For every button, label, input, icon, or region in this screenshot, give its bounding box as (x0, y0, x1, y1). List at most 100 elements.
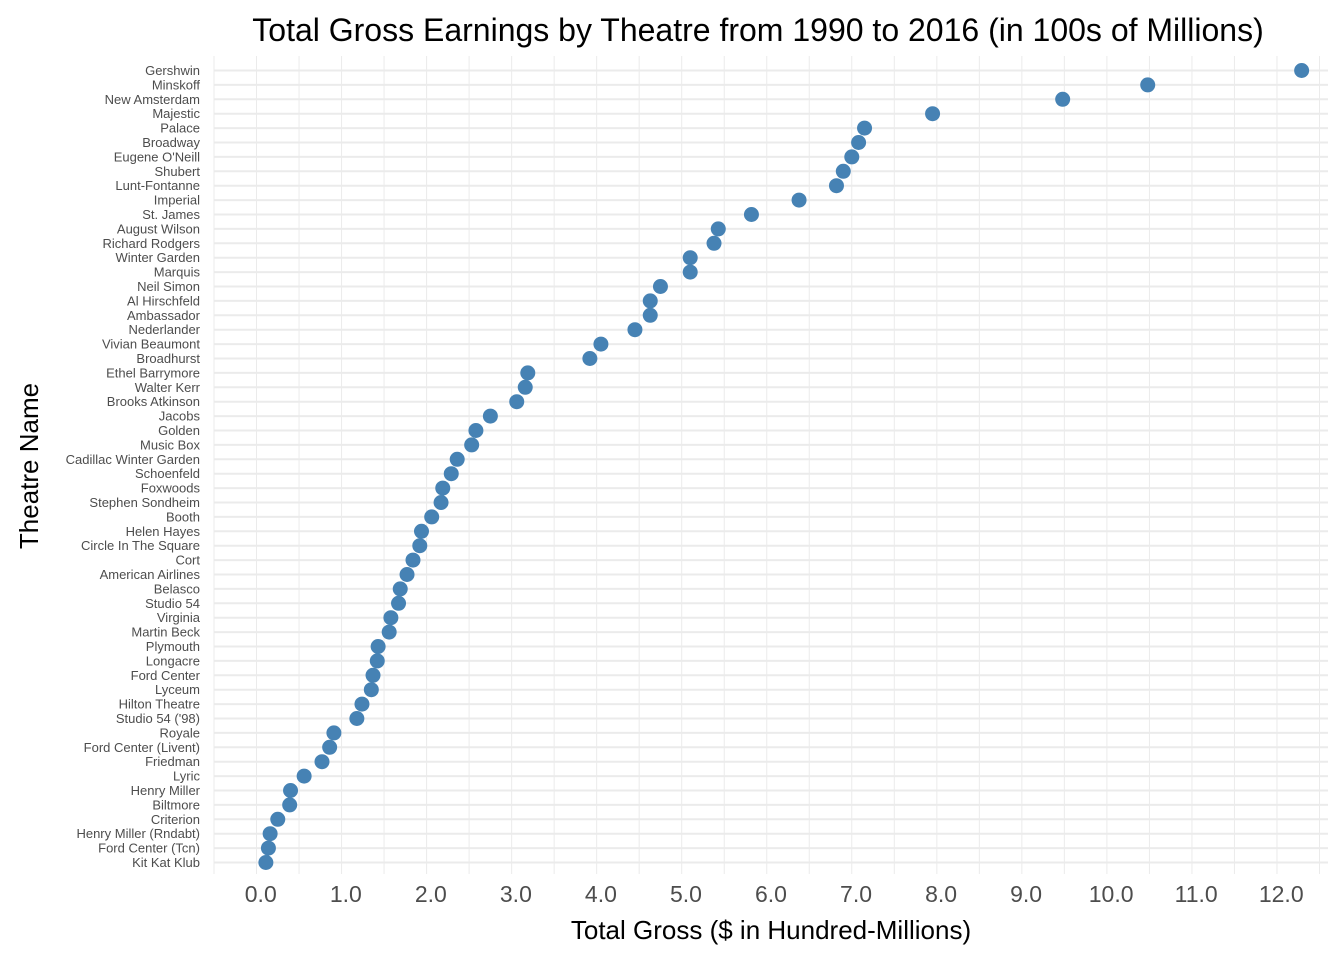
y-tick-label: Booth (166, 509, 200, 524)
x-tick-label: 5.0 (670, 881, 702, 907)
y-tick-label: Al Hirschfeld (127, 293, 200, 308)
data-point (326, 725, 342, 741)
y-tick-label: Studio 54 (145, 596, 200, 611)
data-point (652, 279, 668, 294)
data-point (482, 408, 498, 424)
y-tick-label: Walter Kerr (135, 380, 201, 395)
data-point (642, 307, 658, 323)
y-tick-label: Eugene O'Neill (114, 149, 200, 164)
y-tick-label: Richard Rodgers (102, 236, 200, 251)
data-point (369, 653, 385, 669)
data-point (262, 826, 278, 842)
y-tick-label: Broadway (142, 135, 200, 150)
y-tick-label: Broadhurst (136, 351, 200, 366)
x-tick-label: 3.0 (500, 881, 532, 907)
y-tick-label: Majestic (152, 106, 200, 121)
data-point (1055, 91, 1071, 107)
data-point (582, 351, 598, 366)
x-tick-label: 0.0 (245, 881, 277, 907)
y-tick-label: Lunt-Fontanne (115, 178, 200, 193)
y-tick-label: New Amsterdam (105, 92, 200, 107)
data-point (433, 495, 449, 510)
data-point (464, 437, 480, 453)
y-tick-label: August Wilson (117, 221, 200, 236)
x-tick-label: 1.0 (330, 881, 362, 907)
y-tick-label: Music Box (140, 437, 200, 452)
y-tick-label: Martin Beck (131, 625, 200, 640)
y-tick-label: Kit Kat Klub (132, 855, 200, 870)
data-point (260, 840, 276, 856)
y-tick-label: Nederlander (128, 322, 200, 337)
y-tick-label: Cadillac Winter Garden (66, 452, 200, 467)
data-point (682, 250, 698, 266)
y-tick-label: St. James (142, 207, 200, 222)
data-point (509, 394, 525, 410)
y-axis-title: Theatre Name (14, 383, 44, 549)
data-point (424, 509, 440, 525)
y-tick-label: Ford Center (Tcn) (98, 841, 200, 856)
data-point (1140, 77, 1156, 93)
data-point (925, 106, 941, 122)
y-tick-label: Friedman (145, 754, 200, 769)
y-tick-label: Winter Garden (115, 250, 200, 265)
y-tick-label: Helen Hayes (126, 524, 201, 539)
data-point (1294, 63, 1310, 78)
y-tick-label: Hilton Theatre (119, 697, 200, 712)
data-point (520, 365, 536, 381)
data-point (383, 610, 399, 626)
data-point (282, 797, 298, 813)
data-point (322, 739, 338, 755)
data-point (828, 178, 844, 194)
data-point (258, 855, 274, 870)
data-point (844, 149, 860, 165)
data-point (270, 811, 286, 827)
x-tick-label: 10.0 (1089, 881, 1134, 907)
x-tick-label: 2.0 (415, 881, 447, 907)
y-tick-label: Golden (158, 423, 200, 438)
data-point (835, 163, 851, 179)
y-tick-label: American Airlines (100, 567, 201, 582)
y-tick-label: Stephen Sondheim (89, 495, 200, 510)
y-tick-label: Imperial (154, 193, 200, 208)
y-tick-label: Studio 54 ('98) (116, 711, 200, 726)
y-tick-label: Jacobs (159, 409, 201, 424)
y-tick-label: Circle In The Square (81, 538, 200, 553)
y-tick-label: Belasco (154, 581, 200, 596)
x-tick-label: 9.0 (1010, 881, 1042, 907)
y-tick-label: Lyceum (155, 682, 200, 697)
data-point (627, 322, 643, 338)
data-point (413, 523, 429, 539)
data-point (851, 135, 867, 150)
y-tick-label: Minskoff (152, 77, 201, 92)
data-point (365, 667, 381, 683)
x-tick-labels: 0.0 1.0 2.0 3.0 4.0 5.0 6.0 7.0 8.0 9.0 10.0 11.0 12… (245, 881, 1304, 907)
y-tick-label: Ford Center (Livent) (84, 740, 200, 755)
data-point (412, 538, 428, 554)
data-point (370, 639, 386, 654)
data-point (468, 423, 484, 438)
y-tick-label: Plymouth (146, 639, 200, 654)
y-tick-label: Longacre (146, 653, 200, 668)
data-point (791, 192, 807, 208)
data-point (517, 379, 533, 395)
data-point (314, 754, 330, 770)
chart-title: Total Gross Earnings by Theatre from 199… (252, 12, 1263, 48)
y-tick-label: Henry Miller (Rndabt) (76, 826, 200, 841)
data-point (682, 264, 698, 280)
y-tick-label: Foxwoods (141, 481, 201, 496)
y-tick-label: Cort (175, 553, 200, 568)
y-tick-label: Royale (160, 725, 200, 740)
data-point (706, 235, 722, 251)
x-tick-label: 11.0 (1175, 881, 1218, 907)
data-point (449, 451, 465, 467)
data-points (258, 63, 1310, 870)
x-tick-label: 8.0 (925, 881, 957, 907)
data-point (296, 768, 312, 784)
y-tick-label: Palace (160, 121, 200, 136)
y-tick-label: Ethel Barrymore (106, 365, 200, 380)
y-tick-label: Ford Center (131, 668, 201, 683)
data-point (443, 466, 459, 482)
data-point (857, 120, 873, 136)
